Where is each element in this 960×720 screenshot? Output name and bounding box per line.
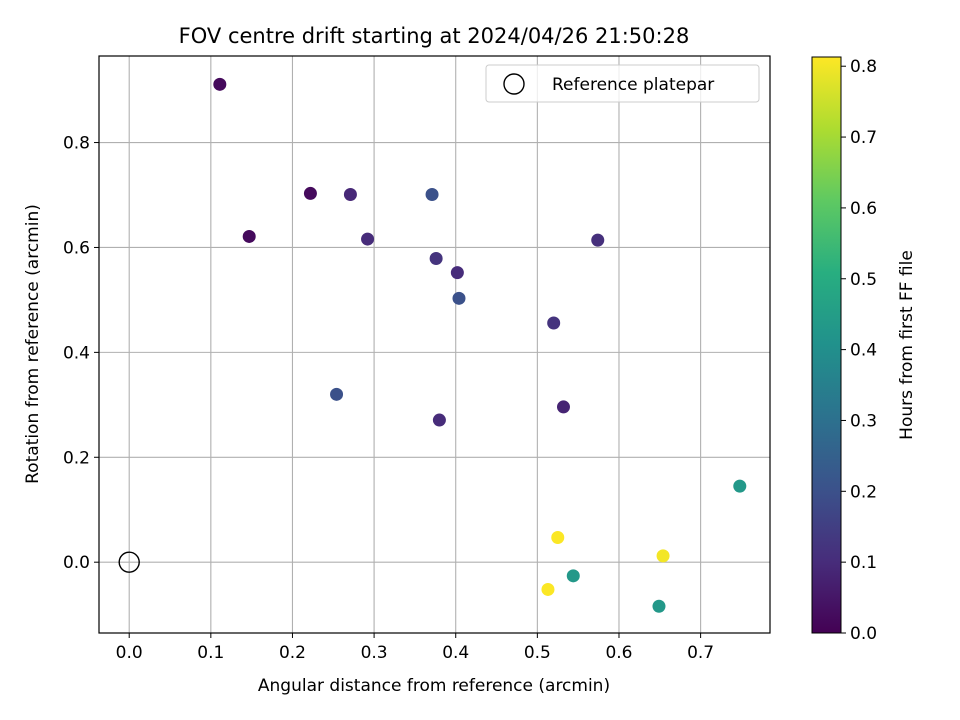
- colorbar: [811, 56, 842, 634]
- y-tick-label: 0.4: [63, 343, 90, 363]
- data-point: [652, 599, 666, 613]
- y-tick-label: 0.0: [63, 553, 90, 573]
- grid-lines: [99, 56, 770, 633]
- colorbar-label: Hours from first FF file: [897, 250, 917, 440]
- y-tick-label: 0.2: [63, 448, 90, 468]
- y-tick-label: 0.6: [63, 238, 90, 258]
- x-axis-ticks: 0.0 0.1 0.2 0.3 0.4 0.5 0.6 0.7: [116, 633, 714, 663]
- data-point: [213, 77, 227, 91]
- colorbar-tick-label: 0.7: [850, 128, 877, 148]
- data-point: [432, 413, 446, 427]
- data-point: [551, 531, 565, 545]
- colorbar-ticks: 0.0 0.1 0.2 0.3 0.4 0.5 0.6 0.7 0.8: [841, 57, 877, 644]
- legend-label: Reference platepar: [552, 75, 714, 95]
- reference-platepar-marker: [118, 551, 140, 573]
- legend: Reference platepar: [485, 64, 760, 103]
- data-point: [361, 232, 375, 246]
- data-point: [303, 186, 317, 200]
- x-tick-label: 0.3: [361, 643, 388, 663]
- x-tick-label: 0.4: [442, 643, 469, 663]
- data-point: [330, 387, 344, 401]
- colorbar-tick-label: 0.3: [850, 411, 877, 431]
- data-point: [429, 251, 443, 265]
- x-tick-label: 0.5: [524, 643, 551, 663]
- x-tick-label: 0.2: [279, 643, 306, 663]
- x-tick-label: 0.6: [605, 643, 632, 663]
- colorbar-tick-label: 0.6: [850, 199, 877, 219]
- y-axis-ticks: 0.0 0.2 0.4 0.6 0.8: [63, 134, 99, 573]
- data-point: [541, 582, 555, 596]
- colorbar-tick-label: 0.0: [850, 624, 877, 644]
- x-tick-label: 0.0: [116, 643, 143, 663]
- plot-frame: [98, 55, 771, 634]
- data-point: [343, 187, 357, 201]
- data-point: [656, 549, 670, 563]
- data-point: [452, 291, 466, 305]
- data-point: [591, 233, 605, 247]
- colorbar-tick-label: 0.2: [850, 482, 877, 502]
- y-tick-label: 0.8: [63, 134, 90, 154]
- colorbar-tick-label: 0.5: [850, 270, 877, 290]
- x-axis-label: Angular distance from reference (arcmin): [258, 676, 610, 696]
- colorbar-tick-label: 0.8: [850, 57, 877, 77]
- data-point: [733, 479, 747, 493]
- data-point: [425, 187, 439, 201]
- legend-marker-open-circle: [503, 73, 525, 95]
- data-points: [213, 77, 747, 613]
- x-tick-label: 0.7: [687, 643, 714, 663]
- colorbar-tick-label: 0.1: [850, 553, 877, 573]
- data-point: [556, 400, 570, 414]
- x-tick-label: 0.1: [197, 643, 224, 663]
- y-axis-label: Rotation from reference (arcmin): [23, 204, 43, 484]
- legend-box: [485, 64, 760, 103]
- data-point: [547, 316, 561, 330]
- data-point: [242, 229, 256, 243]
- data-point: [450, 266, 464, 280]
- chart-title: FOV centre drift starting at 2024/04/26 …: [179, 24, 690, 48]
- colorbar-tick-label: 0.4: [850, 341, 877, 361]
- data-point: [566, 569, 580, 583]
